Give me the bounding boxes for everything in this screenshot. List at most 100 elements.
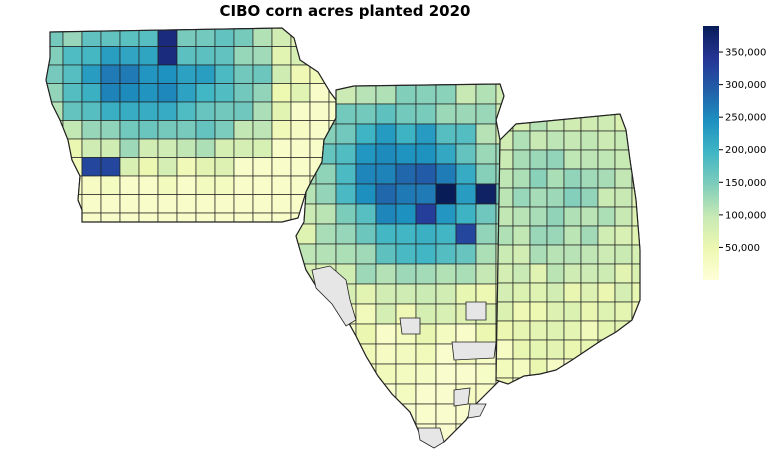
county (614, 263, 633, 284)
county (355, 243, 377, 265)
county (475, 323, 497, 345)
county (315, 383, 337, 405)
county (395, 343, 417, 365)
county (375, 223, 397, 245)
county (315, 323, 337, 345)
county (435, 403, 457, 425)
county (328, 46, 336, 66)
county (233, 83, 254, 103)
county (475, 183, 497, 205)
county (512, 225, 531, 246)
county (415, 103, 437, 125)
county (355, 403, 377, 425)
county (252, 83, 273, 103)
county (435, 84, 457, 105)
county (252, 138, 273, 158)
county (375, 363, 397, 385)
no-data-county (417, 427, 445, 449)
county (496, 301, 514, 322)
county (496, 320, 514, 341)
county (119, 64, 140, 84)
county (252, 212, 273, 222)
county (580, 114, 599, 132)
county (435, 303, 457, 325)
county (512, 114, 531, 132)
county (309, 46, 330, 66)
county (335, 343, 357, 365)
county (529, 149, 548, 170)
county (335, 143, 357, 165)
county (631, 114, 640, 132)
county (631, 301, 640, 322)
county (563, 358, 582, 379)
county (455, 443, 477, 444)
county (512, 130, 531, 151)
county (46, 83, 64, 103)
county (395, 84, 417, 105)
county (271, 28, 292, 47)
county (233, 194, 254, 214)
county (563, 377, 582, 384)
county (395, 423, 417, 444)
county (355, 103, 377, 125)
county (546, 282, 565, 303)
county (395, 363, 417, 385)
county (138, 46, 159, 66)
county (563, 225, 582, 246)
county (81, 194, 102, 214)
county (335, 163, 357, 185)
county (252, 64, 273, 84)
county (296, 343, 317, 365)
county (580, 187, 599, 208)
county (375, 143, 397, 165)
county (195, 138, 216, 158)
county (252, 157, 273, 177)
county (415, 363, 437, 385)
county (335, 403, 357, 425)
county (597, 206, 616, 227)
county (614, 282, 633, 303)
county (233, 138, 254, 158)
county (475, 203, 497, 225)
county (290, 157, 311, 177)
colorbar-tick-label: 200,000 (725, 145, 766, 156)
county (195, 46, 216, 66)
county (580, 377, 599, 384)
colorbar-tick-label: 150,000 (725, 178, 766, 189)
county (46, 28, 64, 47)
county (546, 339, 565, 360)
county (415, 403, 437, 425)
county (529, 377, 548, 384)
county (233, 175, 254, 195)
county (290, 101, 311, 121)
county (176, 120, 197, 140)
county (315, 183, 337, 205)
county (415, 243, 437, 265)
no-data-county (451, 341, 497, 361)
county (271, 83, 292, 103)
county (252, 46, 273, 66)
county (395, 403, 417, 425)
county (529, 244, 548, 265)
county (512, 244, 531, 265)
county (233, 46, 254, 66)
county (614, 339, 633, 360)
county (62, 46, 83, 66)
county (529, 301, 548, 322)
county (62, 83, 83, 103)
county (546, 358, 565, 379)
county (252, 120, 273, 140)
county (195, 101, 216, 121)
county (631, 282, 640, 303)
county (395, 203, 417, 225)
county (415, 143, 437, 165)
county (355, 143, 377, 165)
county (375, 343, 397, 365)
county (580, 225, 599, 246)
county (335, 203, 357, 225)
county (563, 206, 582, 227)
county (355, 223, 377, 245)
county (435, 323, 457, 345)
county (563, 168, 582, 189)
county (597, 187, 616, 208)
